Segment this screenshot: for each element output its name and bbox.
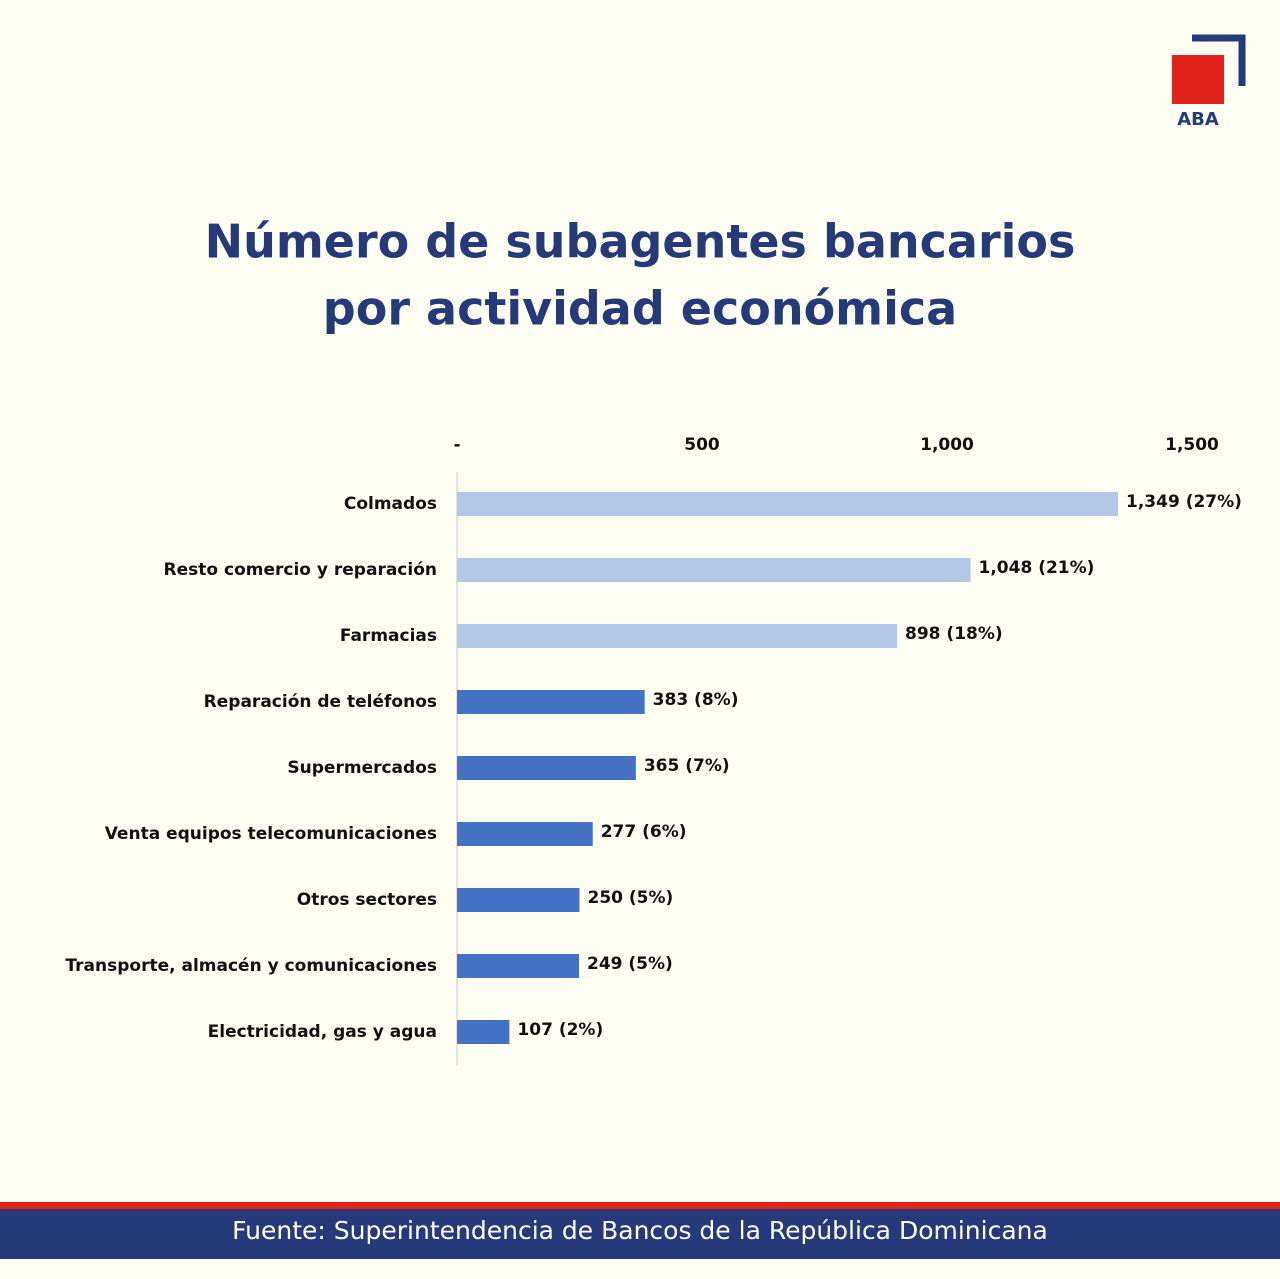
bar [457, 690, 645, 714]
bar [457, 888, 580, 912]
category-label: Otros sectores [297, 890, 437, 910]
value-label: 365 (7%) [644, 756, 730, 776]
bar [457, 954, 580, 978]
bar [457, 1020, 510, 1044]
chart-title: Número de subagentes bancarios [205, 215, 1076, 269]
value-label: 898 (18%) [905, 624, 1003, 644]
value-label: 250 (5%) [588, 888, 674, 908]
value-label: 1,349 (27%) [1126, 492, 1242, 512]
category-label: Colmados [344, 494, 437, 514]
value-label: 1,048 (21%) [979, 558, 1095, 578]
x-tick-label: 1,000 [920, 435, 974, 455]
bar [457, 756, 636, 780]
x-tick-label: - [453, 435, 460, 455]
category-label: Electricidad, gas y agua [208, 1022, 437, 1042]
bar [457, 822, 593, 846]
value-label: 277 (6%) [601, 822, 687, 842]
footer-band [0, 1209, 1280, 1259]
x-tick-label: 500 [684, 435, 720, 455]
bar [457, 624, 898, 648]
category-label: Supermercados [287, 758, 437, 778]
value-label: 383 (8%) [653, 690, 739, 710]
category-label: Reparación de teléfonos [204, 692, 437, 712]
logo-square [1172, 55, 1224, 104]
footer-stripe [0, 1202, 1280, 1209]
logo-text: ABA [1177, 109, 1219, 130]
value-label: 249 (5%) [587, 954, 673, 974]
category-label: Farmacias [340, 626, 437, 646]
value-label: 107 (2%) [517, 1020, 603, 1040]
category-label: Venta equipos telecomunicaciones [105, 824, 437, 844]
x-tick-label: 1,500 [1165, 435, 1219, 455]
category-label: Transporte, almacén y comunicaciones [65, 956, 437, 976]
logo-corner [1192, 34, 1246, 86]
bar [457, 558, 971, 582]
category-label: Resto comercio y reparación [164, 560, 437, 580]
source: Fuente: Superintendencia de Bancos de la… [232, 1216, 1048, 1245]
bar [457, 492, 1119, 516]
chart-title: por actividad económica [323, 282, 957, 336]
